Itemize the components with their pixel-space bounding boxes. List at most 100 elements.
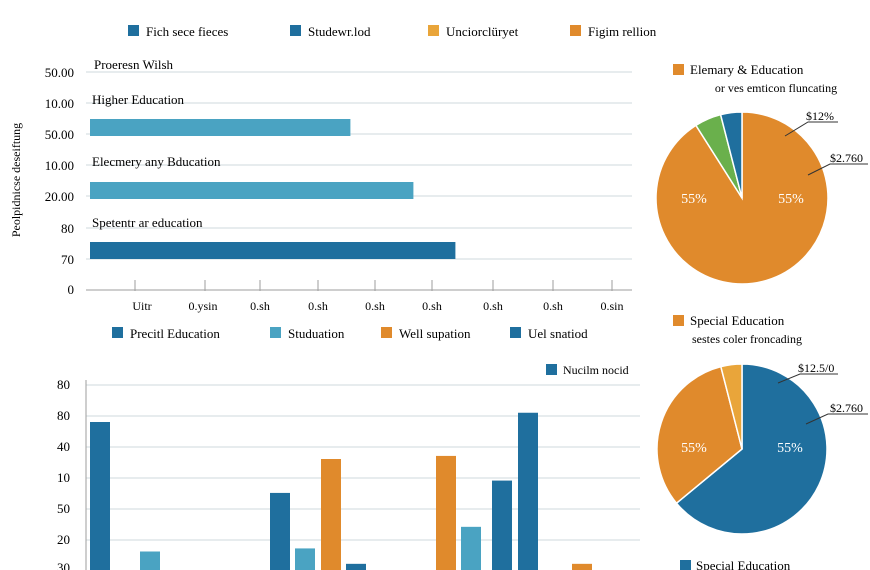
pie-2-callout-1: $12.5/0 [798,361,834,375]
pie-2-title: Special Education [690,313,785,328]
vbar-10 [518,412,538,570]
y-tick-label: 0 [68,282,75,297]
vbar-chart: 80 80 40 10 50 20 30 Nucilm nocid [57,363,640,570]
y-axis-title: Peolpidnicse deseiftung [9,123,23,237]
vbar-9 [492,480,512,570]
vbar-1 [90,422,110,570]
vbar-5 [321,459,341,570]
y-tick-label: 50 [57,501,70,516]
x-tick-label: 0.sh [308,299,328,313]
vbar-11 [572,563,592,570]
vbar-y-ticks: 80 80 40 10 50 20 30 [57,377,70,570]
legend-swatch-d [510,327,521,338]
vbar-8 [461,526,481,570]
x-tick-label: 0.sh [543,299,563,313]
legend-swatch-1 [128,25,139,36]
pie-2-callout-line [805,413,868,425]
pie2-slice-1 [675,363,828,535]
hbar-x-ticks: Uitr 0.ysin 0.sh 0.sh 0.sh 0.sh 0.sh 0.s… [132,280,624,313]
x-tick-label: 0.sh [365,299,385,313]
legend-label-1: Fich sece fieces [146,24,228,39]
x-tick-label: 0.sin [600,299,623,313]
legend-label-b: Studuation [288,326,345,341]
pie-2-footer-legend: Special Education [696,558,791,570]
legend-label-3: Unciorclüryet [446,24,519,39]
y-tick-label: 70 [61,252,74,267]
top-legend: Fich sece fieces Studewr.lod Unciorclüry… [128,24,657,39]
y-tick-label: 80 [57,377,70,392]
vbar-6 [346,563,366,570]
vbar-gridlines [86,384,640,541]
y-tick-label: 50.00 [45,127,74,142]
pie-2-callout-2: $2.760 [830,401,863,415]
y-tick-label: 20 [57,532,70,547]
vbar-7 [436,455,456,570]
legend-label-4: Figim rellion [588,24,657,39]
mid-legend: Precitl Education Studuation Well supati… [112,326,588,341]
hbar-chart: Peolpidnicse deseiftung 50.00 10.00 50.0… [9,57,632,313]
pie-1-callout-2: $2.760 [830,151,863,165]
pie-2-footer-swatch [680,560,691,570]
inset-legend-label: Nucilm nocid [563,363,629,377]
legend-label-a: Precitl Education [130,326,220,341]
hbar-1 [90,119,351,136]
x-tick-label: 0.sh [483,299,503,313]
vbar-3 [270,492,290,570]
legend-label-c: Well supation [399,326,471,341]
y-tick-label: 10.00 [45,158,74,173]
pie2-slice-3 [719,363,743,450]
y-tick-label: 20.00 [45,189,74,204]
legend-label-d: Uel snatiod [528,326,588,341]
pie1-slice-3 [719,111,743,199]
legend-swatch-4 [570,25,581,36]
pie-2-callout-line [777,373,838,384]
vbar-4 [295,548,315,570]
pie2-slice-2 [656,365,743,505]
pie-2-pct-left: 55% [681,441,707,456]
bar-category-label: Elecmery any Bducation [92,154,221,169]
x-tick-label: 0.sh [422,299,442,313]
hbar-y-ticks: 50.00 10.00 50.00 10.00 20.00 80 70 0 [45,65,74,297]
pie-1-callout-line [807,163,868,176]
pie-chart-1: Elemary & Education or ves emticon flunc… [655,62,868,285]
legend-label-2: Studewr.lod [308,24,371,39]
y-tick-label: 80 [57,408,70,423]
legend-swatch-c [381,327,392,338]
pie-1-title-swatch [673,64,684,75]
pie-1-subtitle: or ves emticon fluncating [715,81,837,95]
bar-category-label: Higher Education [92,92,185,107]
y-tick-label: 10 [57,470,70,485]
pie-1-title: Elemary & Education [690,62,804,77]
vbar-2 [140,551,160,570]
pie-1-pct-left: 55% [681,192,707,207]
pie-1-callout-1: $12% [806,109,834,123]
y-tick-label: 40 [57,439,70,454]
pie-2-title-swatch [673,315,684,326]
pie-1-slices [655,111,829,285]
y-tick-label: 50.00 [45,65,74,80]
pie-1-pct-right: 55% [778,192,804,207]
pie-1-callout-line [784,121,838,137]
hbar-2 [90,182,414,199]
category-header: Proeresn Wilsh [94,57,174,72]
y-tick-label: 10.00 [45,96,74,111]
pie-2-pct-right: 55% [777,441,803,456]
legend-swatch-2 [290,25,301,36]
legend-swatch-b [270,327,281,338]
legend-swatch-a [112,327,123,338]
y-tick-label: 30 [57,560,70,570]
x-tick-label: 0.ysin [188,299,217,313]
y-tick-label: 80 [61,221,74,236]
pie-2-slices [656,363,828,535]
bar-category-label: Spetentr ar education [92,215,203,230]
x-tick-label: 0.sh [250,299,270,313]
pie-2-subtitle: sestes coler froncading [692,332,802,346]
hbar-3 [90,242,456,259]
pie-chart-2: Special Education sestes coler froncadin… [656,313,868,570]
vbar-series [90,412,592,570]
x-tick-label: Uitr [132,299,151,313]
inset-legend-swatch [546,364,557,375]
hbar-series [90,119,456,259]
legend-swatch-3 [428,25,439,36]
